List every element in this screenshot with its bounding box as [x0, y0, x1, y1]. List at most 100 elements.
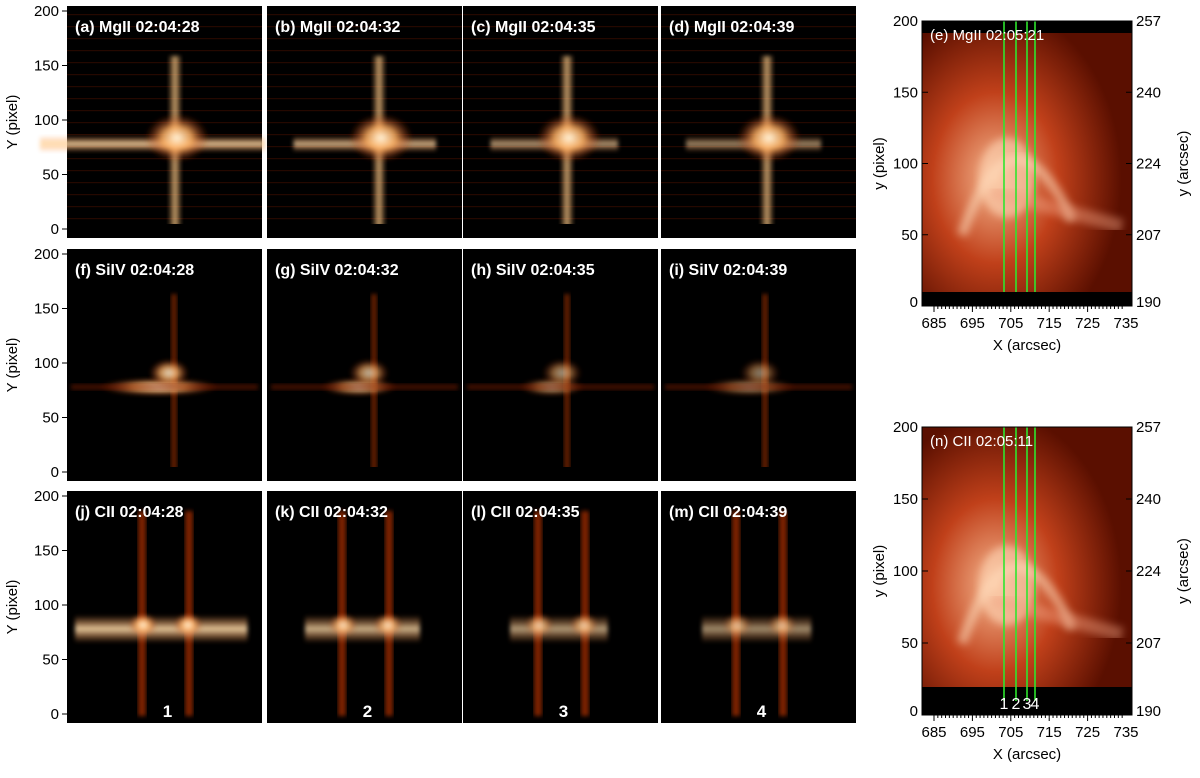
- slit-number: 4: [757, 702, 767, 721]
- context-map: (e) MgII 02:05:21 0 50 100 150 200 190 207 224 24…: [871, 13, 1192, 354]
- y-tick-label: 150: [34, 58, 59, 75]
- y-tick-label: 200: [893, 419, 918, 436]
- x-tick-label: 725: [1075, 724, 1100, 741]
- x-tick-label: 695: [960, 315, 985, 332]
- y-tick-label: 50: [42, 652, 59, 669]
- y-tick-label: 0: [51, 706, 59, 723]
- panel-label: (d) MgII 02:04:39: [669, 19, 794, 36]
- spectral-emission: [665, 294, 852, 474]
- panel-label: (a) MgII 02:04:28: [75, 19, 200, 36]
- x-tick-label: 735: [1113, 315, 1138, 332]
- slit-number: 3: [1023, 696, 1032, 713]
- x-tick-label: 695: [960, 724, 985, 741]
- slit-number: 3: [559, 702, 568, 721]
- spectral-panel: (c) MgII 02:04:35: [463, 6, 658, 238]
- y-axis-label: Y (pixel): [4, 95, 21, 150]
- y-tick-label: 200: [893, 13, 918, 30]
- y-tick-label: 0: [910, 294, 918, 311]
- panel-label: (l) CII 02:04:35: [471, 504, 580, 521]
- panel-label: (g) SiIV 02:04:32: [275, 262, 399, 279]
- spectral-emission: [702, 511, 812, 716]
- y-right-tick-label: 207: [1136, 635, 1161, 652]
- spectral-emission: [510, 511, 608, 716]
- panel-label: (k) CII 02:04:32: [275, 504, 388, 521]
- context-maps: (e) MgII 02:05:2105010015020019020722424…: [871, 13, 1192, 763]
- x-tick-label: 705: [998, 315, 1023, 332]
- y-tick-label: 50: [42, 410, 59, 427]
- slit-number: 1: [163, 702, 172, 721]
- panel-label: (h) SiIV 02:04:35: [471, 262, 595, 279]
- y-axis: 0 50 100 150 200 Y (pixel): [4, 488, 67, 723]
- y-tick-label: 200: [34, 488, 59, 505]
- map-label: (n) CII 02:05:11: [930, 433, 1033, 450]
- y-tick-label: 150: [34, 301, 59, 318]
- y-tick-label: 100: [893, 156, 918, 173]
- map-label: (e) MgII 02:05:21: [930, 27, 1044, 44]
- panel-label: (j) CII 02:04:28: [75, 504, 184, 521]
- spectral-emission: [267, 14, 462, 228]
- y-tick-label: 50: [901, 635, 918, 652]
- context-map: 1 2 3 4 (n) CII 02:05:11 0 50 100 150 200 190 207 22…: [871, 419, 1192, 763]
- y-tick-label: 100: [34, 112, 59, 129]
- y-tick-label: 100: [34, 355, 59, 372]
- slit-number: 2: [363, 702, 372, 721]
- y-right-axis-label: y (arcsec): [1175, 131, 1192, 197]
- spectral-emission: [71, 294, 258, 474]
- spectral-panel: (h) SiIV 02:04:35: [463, 249, 658, 481]
- y-tick-label: 0: [51, 221, 59, 238]
- spectral-emission: [467, 294, 654, 474]
- panel-background: [463, 491, 658, 723]
- y-right-axis-label: y (arcsec): [1175, 538, 1192, 604]
- y-axis: 0 50 100 150 200 Y (pixel): [4, 3, 67, 238]
- y-axis-label: Y (pixel): [4, 580, 21, 635]
- panel-background: [661, 491, 856, 723]
- panel-label: (c) MgII 02:04:35: [471, 19, 596, 36]
- slit-number: 2: [1012, 696, 1021, 713]
- y-axis: 0 50 100 150 200 Y (pixel): [4, 246, 67, 481]
- spectral-emission: [661, 14, 856, 228]
- spectral-emission: [75, 511, 248, 716]
- y-right-tick-label: 257: [1136, 13, 1161, 30]
- x-tick-label: 725: [1075, 315, 1100, 332]
- y-right-tick-label: 257: [1136, 419, 1161, 436]
- y-right-tick-label: 240: [1136, 84, 1161, 101]
- x-tick-label: 705: [998, 724, 1023, 741]
- panel-label: (b) MgII 02:04:32: [275, 19, 400, 36]
- panel-label: (i) SiIV 02:04:39: [669, 262, 787, 279]
- spectral-panel: (b) MgII 02:04:32: [267, 6, 462, 238]
- spectral-panel: 4 (m) CII 02:04:39: [661, 491, 856, 723]
- spectral-emission: [271, 294, 458, 474]
- panel-label: (f) SiIV 02:04:28: [75, 262, 194, 279]
- spectral-panel: 2 (k) CII 02:04:32: [267, 491, 462, 723]
- y-tick-label: 100: [34, 597, 59, 614]
- slit-number: 4: [1031, 696, 1040, 713]
- spectral-emission: [40, 14, 265, 228]
- x-tick-label: 715: [1037, 315, 1062, 332]
- y-axis-label: y (pixel): [871, 545, 888, 598]
- y-right-tick-label: 190: [1136, 294, 1161, 311]
- y-tick-label: 150: [34, 543, 59, 560]
- spectral-panel: (f) SiIV 02:04:28: [67, 249, 262, 481]
- panel-background: [67, 491, 262, 723]
- spectral-emission: [305, 511, 420, 716]
- y-right-tick-label: 190: [1136, 703, 1161, 720]
- y-tick-label: 0: [910, 703, 918, 720]
- y-tick-label: 0: [51, 464, 59, 481]
- y-right-tick-label: 207: [1136, 227, 1161, 244]
- spectral-panel: (i) SiIV 02:04:39: [661, 249, 856, 481]
- panel-label: (m) CII 02:04:39: [669, 504, 787, 521]
- y-tick-label: 100: [893, 563, 918, 580]
- y-right-tick-label: 240: [1136, 491, 1161, 508]
- y-tick-label: 50: [901, 227, 918, 244]
- left-axes: 0 50 100 150 200 Y (pixel) 0 50 100 150 200 Y (pixe…: [4, 3, 67, 723]
- y-tick-label: 50: [42, 167, 59, 184]
- y-axis-label: y (pixel): [871, 137, 888, 190]
- y-tick-label: 150: [893, 84, 918, 101]
- x-axis-label: X (arcsec): [993, 337, 1061, 354]
- x-tick-label: 685: [921, 315, 946, 332]
- slit-number: 1: [1000, 696, 1009, 713]
- spectral-panel: 1 (j) CII 02:04:28: [67, 491, 262, 723]
- spectral-panel: (d) MgII 02:04:39: [661, 6, 856, 238]
- x-axis-label: X (arcsec): [993, 746, 1061, 763]
